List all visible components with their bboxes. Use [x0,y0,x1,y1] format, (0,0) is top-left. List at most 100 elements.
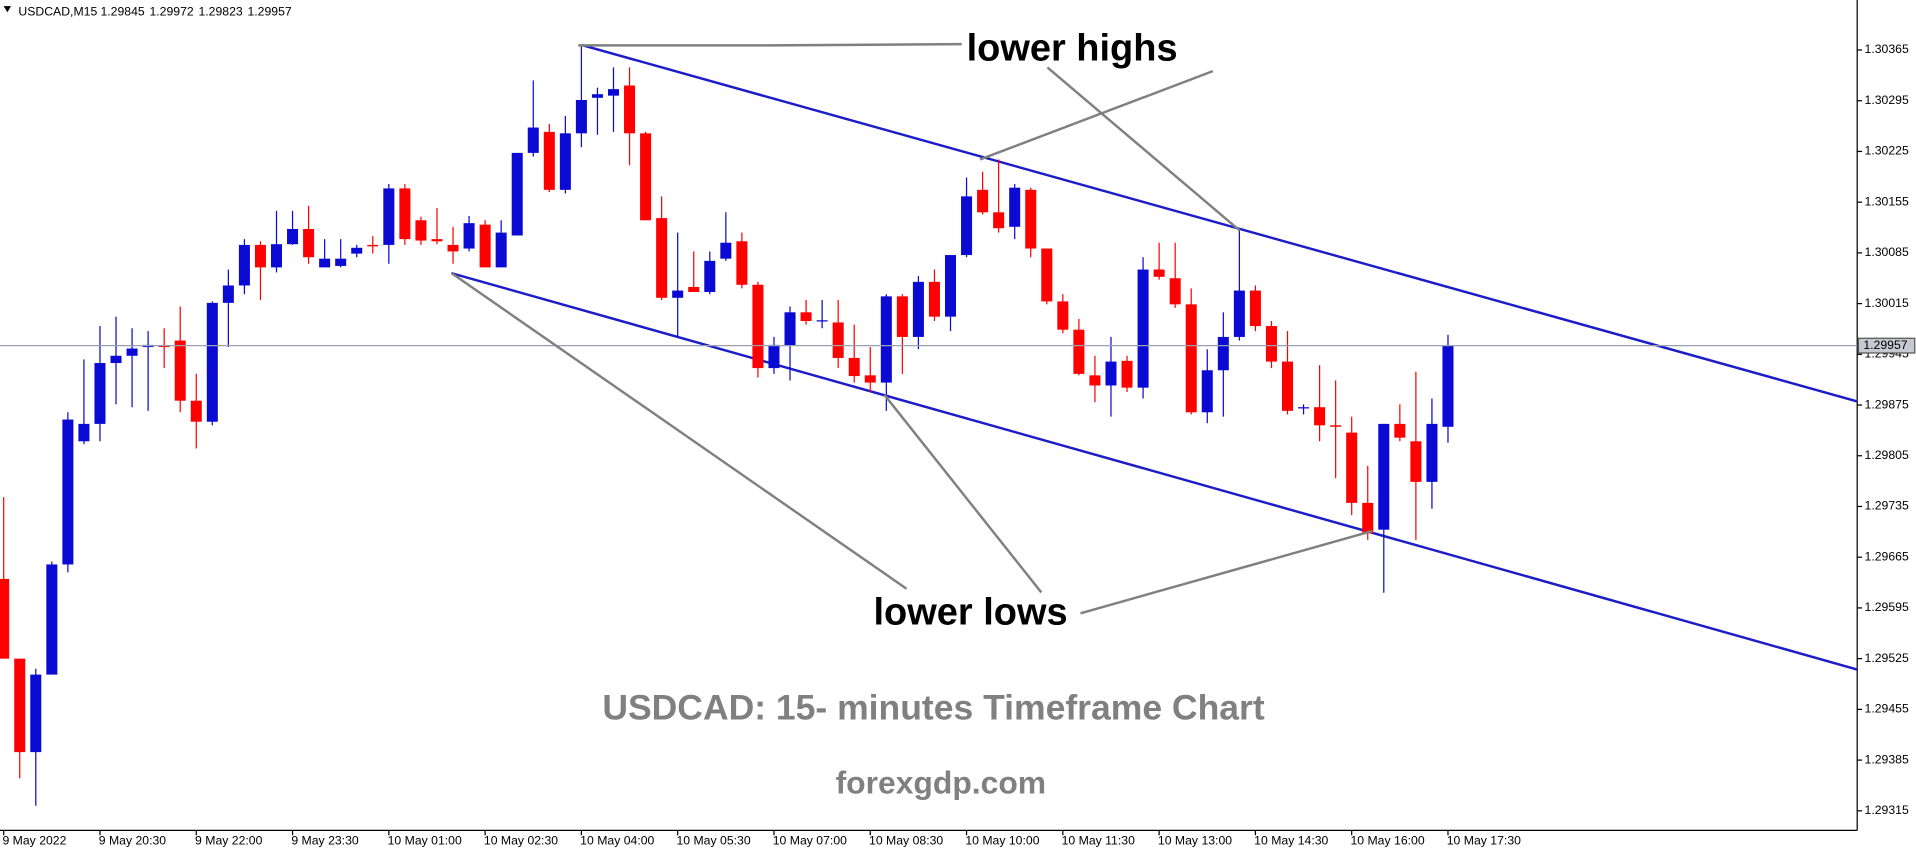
candle-body [800,312,812,321]
candle-body [1330,425,1342,427]
menu-arrow [3,6,12,13]
x-tick-label: 10 May 08:30 [869,834,943,848]
candle-body [672,290,684,298]
candle-body [303,228,315,258]
x-tick-label: 10 May 04:00 [580,834,654,848]
y-tick-label: 1.29595 [1865,600,1909,614]
candle-body [62,419,74,565]
y-tick-label: 1.30225 [1865,144,1909,158]
candle-body [1233,290,1245,337]
x-tick-label: 10 May 16:00 [1350,834,1424,848]
candle-body [1281,361,1294,411]
trendline [581,43,1858,403]
header-close: 1.29957 [247,4,291,18]
y-tick-label: 1.29805 [1865,448,1909,462]
candle-body [543,131,555,190]
candle-body [190,400,202,422]
candle-body [1041,248,1053,302]
candle-body [624,85,636,134]
y-tick-label: 1.29525 [1865,651,1909,665]
leader-line [979,69,1214,161]
candle-body [752,284,764,369]
x-tick-label: 9 May 2022 [2,834,66,848]
candle-body [559,133,571,190]
candle-body [720,242,732,259]
chart-title: USDCAD: 15- minutes Timeframe Chart [602,688,1265,728]
candle-body [1169,278,1181,305]
candle-body [495,232,507,268]
candle-body [928,281,940,317]
annotation: lower highs [967,27,1178,69]
candle-body [1298,407,1310,409]
y-tick-label: 1.30015 [1865,296,1909,310]
leader-line [1080,529,1373,615]
header-high: 1.29972 [149,4,193,18]
candle-body [1265,326,1277,362]
candle-body [704,260,716,293]
candle-body [1105,361,1117,386]
x-tick-label: 9 May 22:00 [195,834,263,848]
x-tick-label: 10 May 05:30 [676,834,750,848]
leader-line [1046,66,1241,232]
candle-body [1057,301,1069,330]
candle-body [431,239,443,242]
y-tick-label: 1.30365 [1865,42,1909,56]
candle-body [222,285,234,303]
candle-body [912,281,924,337]
candle-body [832,322,844,358]
candle-body [335,258,347,266]
candle-body [1378,423,1390,530]
candle-body [1217,336,1229,371]
candle-body [399,188,411,240]
candle-body [0,578,10,659]
candle-body [656,218,668,298]
candle-body [1089,375,1101,386]
annotation: lower lows [873,592,1067,634]
candle-body [254,244,266,268]
y-tick-label: 1.30295 [1865,93,1909,107]
candle-body [1394,423,1406,438]
x-tick-label: 10 May 10:00 [965,834,1039,848]
subtitle: forexgdp.com [836,764,1047,800]
x-tick-label: 10 May 14:30 [1254,834,1328,848]
candle-body [367,244,379,247]
candle-body [944,255,957,317]
candle-body [94,363,106,424]
x-tick-label: 9 May 23:30 [291,834,359,848]
candle-body [816,320,828,322]
candle-body [961,196,973,256]
candle-body [1249,290,1261,327]
y-tick-label: 1.29875 [1865,397,1909,411]
candle-body [238,244,250,286]
leader-line [451,272,908,590]
candle-body [784,312,796,346]
candle-body [1362,502,1374,534]
candle-body [880,296,892,383]
candle-body [319,258,331,268]
x-tick-label: 9 May 20:30 [99,834,167,848]
candle-body [1201,370,1213,413]
candle-body [607,89,620,96]
candle-body [78,423,90,442]
candle-body [110,355,122,364]
candle-body [1153,269,1165,277]
candle-body [1073,329,1085,374]
candle-body [768,344,780,369]
candle-body [479,224,491,268]
leader-line [883,394,1043,594]
leader-line [578,42,962,47]
candle-body [736,241,748,285]
y-tick-label: 1.29735 [1865,499,1909,513]
symbol: USDCAD,M15 [18,4,97,18]
y-tick-label: 1.29385 [1865,752,1909,766]
candle-body [126,348,138,356]
candle-body [527,127,539,153]
y-tick-label: 1.29455 [1865,702,1909,716]
candle-body [1426,423,1438,482]
candle-body [174,340,186,401]
candle-body [1121,360,1133,388]
